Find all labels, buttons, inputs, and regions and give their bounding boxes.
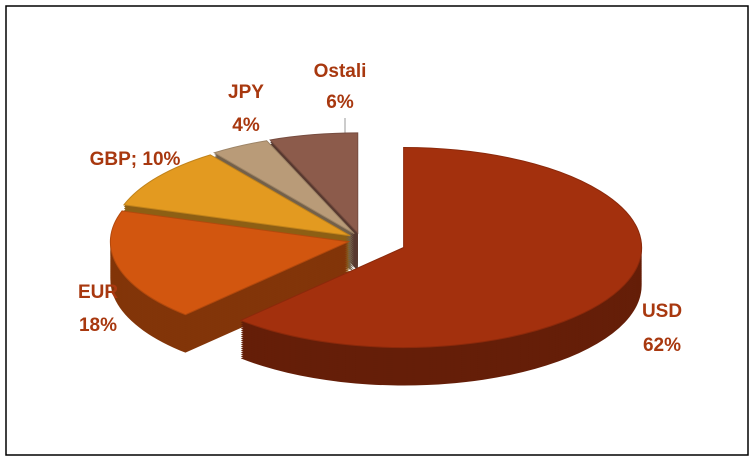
data-label: GBP; 10% [90,149,181,170]
slice [269,132,359,235]
slice [239,147,643,349]
category-label: GBP [90,149,132,170]
slice-group [239,147,643,386]
category-label: Ostali [314,61,367,82]
value-label: 4% [232,115,260,136]
value-label: 62% [643,335,681,356]
slice [213,140,355,235]
value-label: ; 10% [131,149,181,170]
slice [109,210,351,316]
category-label: EUR [78,282,118,303]
slice [123,154,351,237]
category-label: JPY [228,82,264,103]
value-label: 18% [79,315,117,336]
value-label: 6% [326,92,354,113]
slice-group [109,210,351,353]
category-label: USD [642,301,682,322]
